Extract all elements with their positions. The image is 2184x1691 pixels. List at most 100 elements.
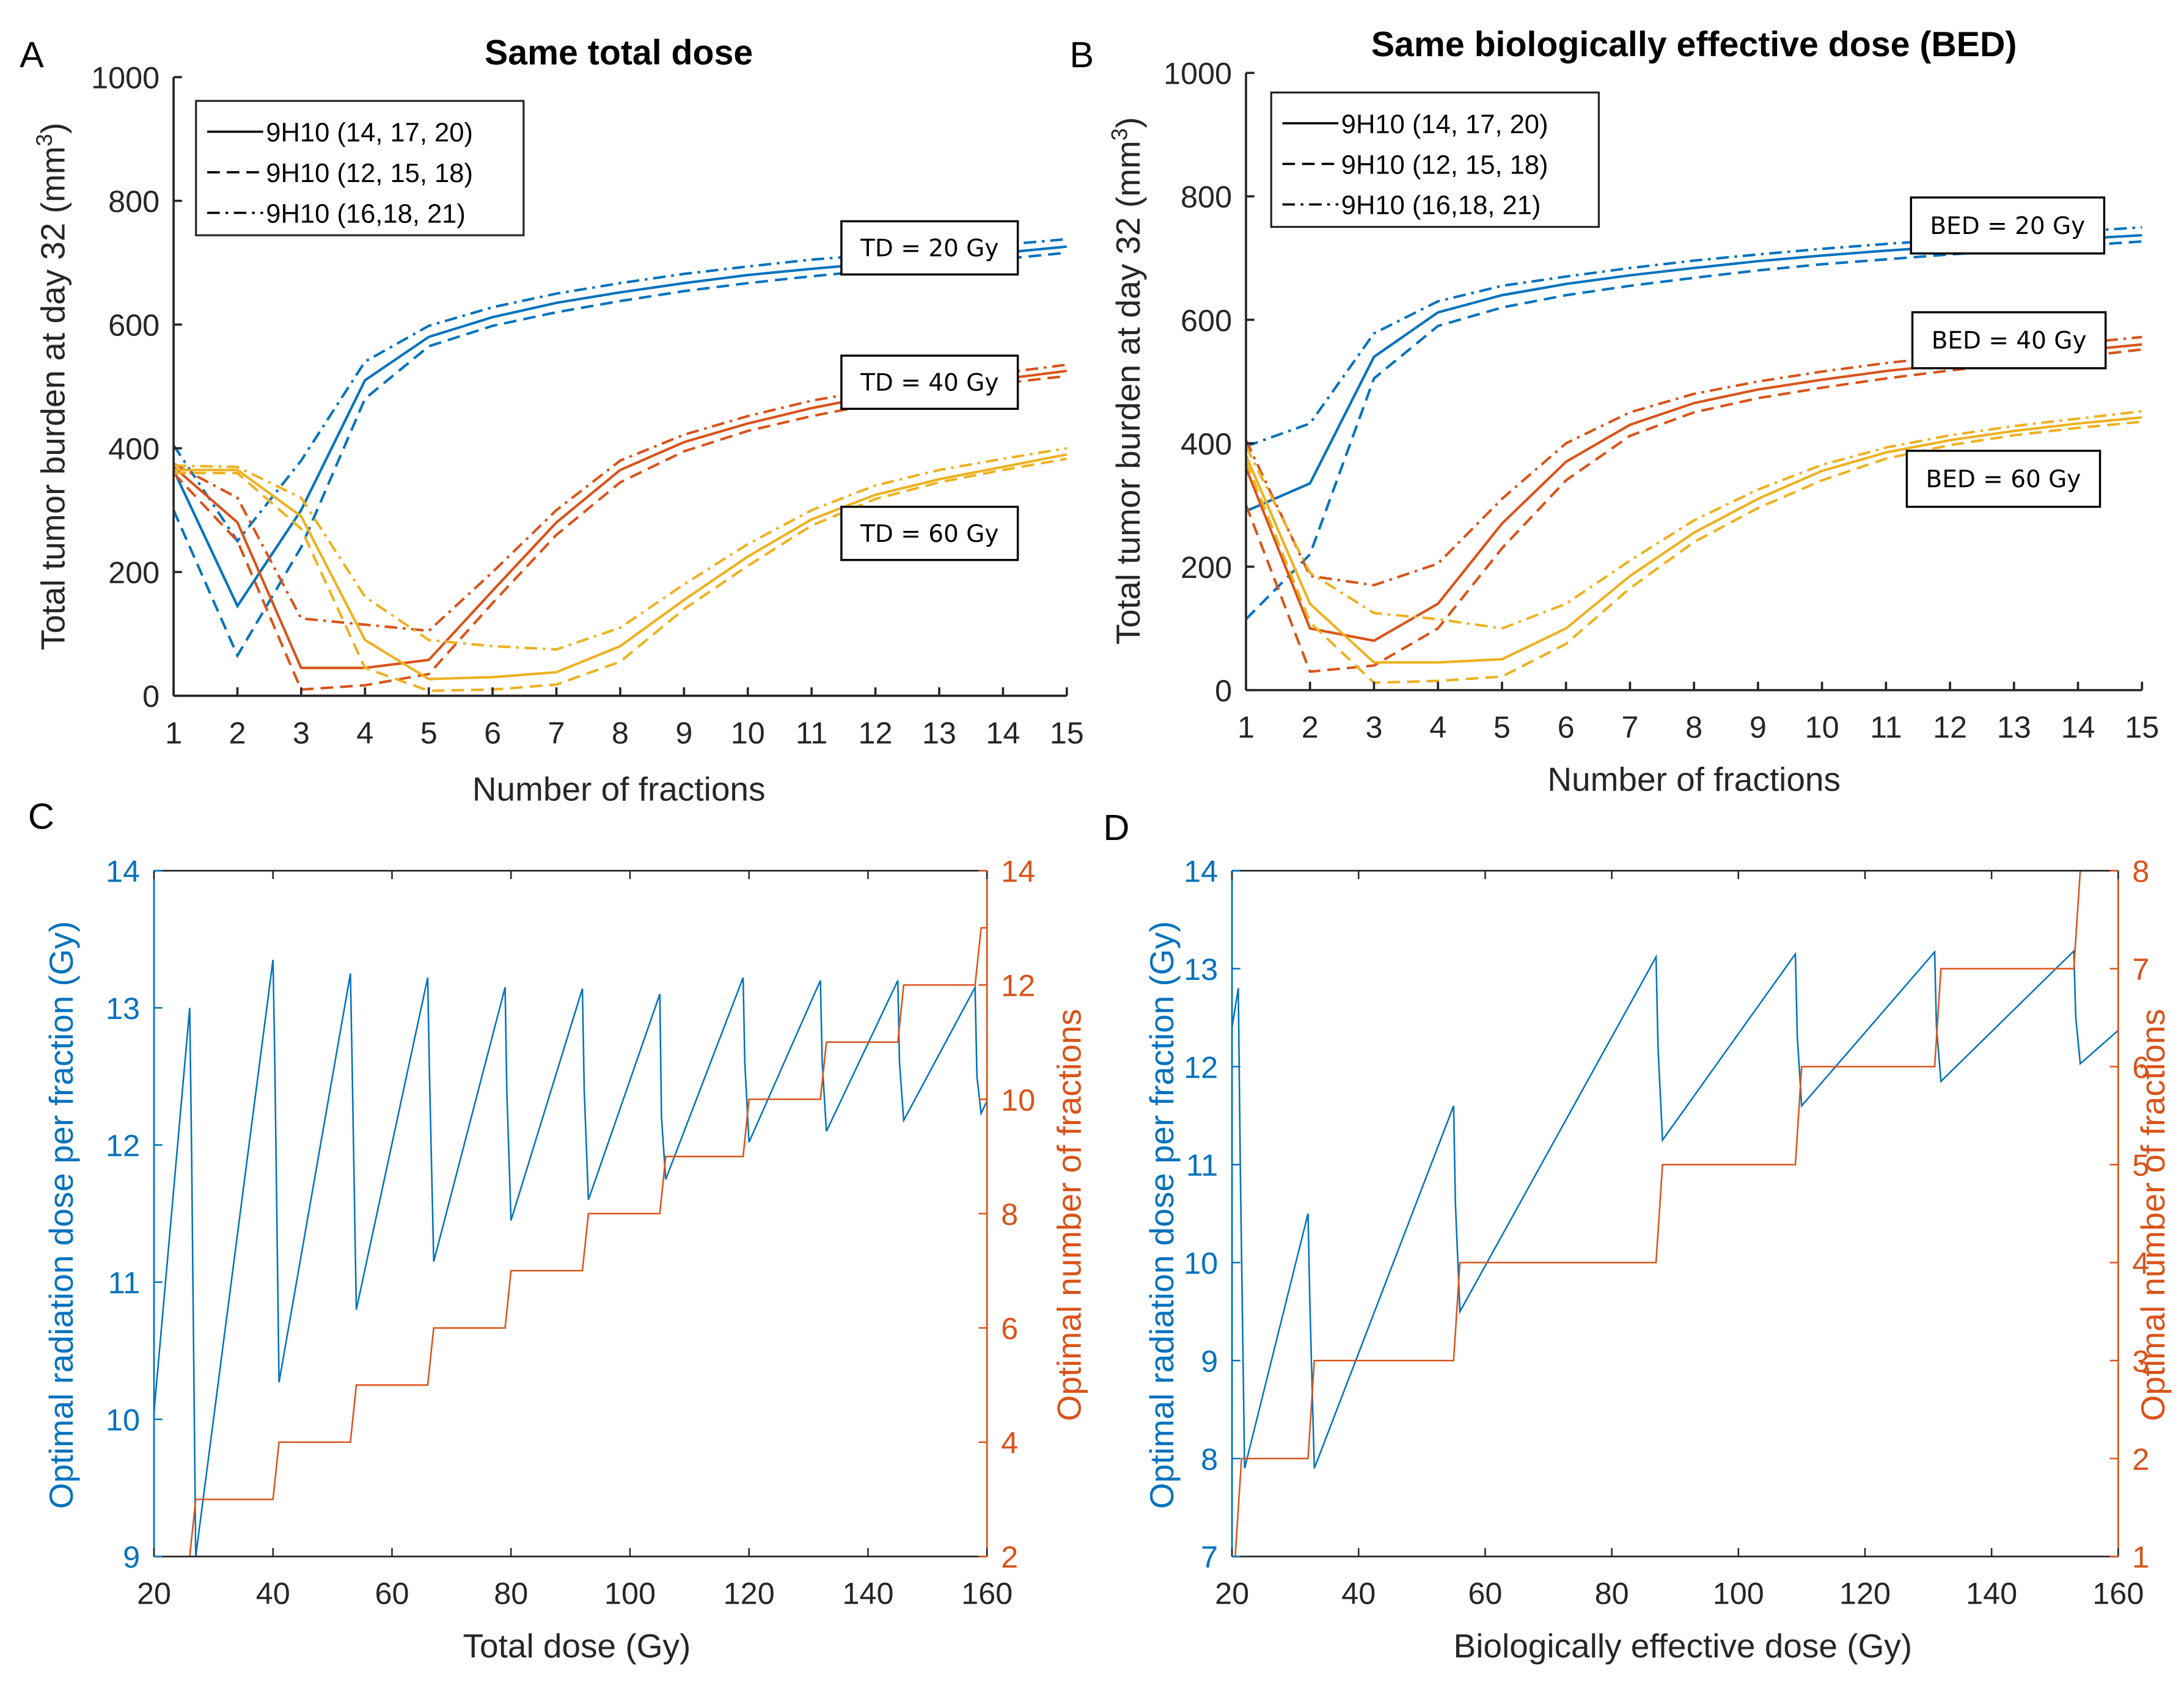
x-tick-label: 20	[137, 1576, 171, 1611]
panel-letter-c: C	[28, 796, 54, 837]
y-left-tick-label: 13	[1184, 952, 1218, 987]
y-tick-label: 400	[108, 431, 159, 466]
y-right-tick-label: 8	[1001, 1197, 1018, 1232]
series-line-yellow-dashed	[174, 457, 1068, 692]
x-tick-label: 100	[604, 1576, 656, 1611]
x-tick-label: 3	[293, 715, 310, 750]
panel-d-axes: 20 40 60 80 100 120 140 16078910111213141234567…	[1184, 854, 2149, 1611]
x-tick-label: 11	[1870, 710, 1902, 745]
x-tick-label: 13	[922, 715, 956, 750]
annotation-label: BED = 20 Gy	[1930, 213, 2085, 240]
x-tick-label: 12	[1933, 710, 1967, 745]
x-tick-label: 140	[842, 1576, 893, 1611]
x-tick-label: 160	[2092, 1576, 2144, 1611]
y-left-tick-label: 8	[1201, 1442, 1218, 1477]
annotation-label: TD = 20 Gy	[860, 235, 999, 262]
x-tick-label: 80	[494, 1576, 528, 1611]
legend-label: 9H10 (14, 17, 20)	[1341, 110, 1548, 139]
panel-b-annotations: BED = 20 Gy BED = 40 Gy BED = 60 Gy	[1905, 196, 2107, 508]
x-tick-label: 9	[675, 715, 692, 750]
x-tick-label: 14	[2061, 710, 2095, 745]
y-left-tick-label: 12	[1184, 1050, 1218, 1084]
x-tick-label: 15	[1050, 715, 1084, 750]
series-line-right-orange	[1232, 869, 2119, 1558]
panel-c-xlabel: Total dose (Gy)	[463, 1627, 691, 1665]
panel-a: A Same total dose 1 2 3 4 5 6 7 8 9 10 11 12 13 14 150…	[20, 34, 1084, 808]
x-tick-label: 11	[796, 715, 827, 750]
panel-a-legend: 9H10 (14, 17, 20) 9H10 (12, 15, 18) 9H10 (…	[195, 100, 525, 236]
series-line-right-orange	[154, 927, 988, 1558]
x-tick-label: 7	[1621, 710, 1638, 745]
legend-box	[195, 100, 525, 236]
x-tick-label: 40	[256, 1576, 290, 1611]
annotation-box	[1905, 450, 2102, 508]
annotation-label: BED = 60 Gy	[1926, 466, 2081, 493]
annotation-label: TD = 40 Gy	[860, 369, 999, 396]
x-tick-label: 100	[1713, 1576, 1764, 1611]
y-right-tick-label: 6	[2132, 1050, 2149, 1084]
y-right-tick-label: 4	[1001, 1425, 1018, 1460]
y-right-tick-label: 5	[2132, 1148, 2149, 1183]
y-tick-label: 600	[1181, 303, 1232, 338]
y-right-tick-label: 12	[1001, 968, 1035, 1003]
panel-b: B Same biologically effective dose (BED)…	[1069, 25, 2159, 798]
x-tick-label: 10	[731, 715, 765, 750]
panel-a-annotations: TD = 20 Gy TD = 40 Gy TD = 60 Gy	[840, 220, 1019, 561]
annotation-box	[1911, 311, 2107, 370]
x-tick-label: 1	[165, 715, 182, 750]
y-left-tick-label: 10	[1184, 1246, 1218, 1280]
x-tick-label: 10	[1805, 710, 1839, 745]
x-tick-label: 13	[1997, 710, 2031, 745]
panel-d-marks	[1231, 869, 2119, 1558]
panel-a-marks	[172, 238, 1068, 692]
x-tick-label: 2	[1302, 710, 1319, 745]
x-tick-label: 4	[356, 715, 373, 750]
panel-c-ylabel-right: Optimal number of fractions	[1050, 1009, 1088, 1421]
panel-d-xlabel: Biologically effective dose (Gy)	[1454, 1627, 1913, 1665]
legend-box	[1270, 91, 1600, 228]
y-left-tick-label: 10	[106, 1403, 140, 1437]
x-tick-label: 160	[961, 1576, 1013, 1611]
x-tick-label: 6	[1558, 710, 1575, 745]
x-tick-label: 120	[1839, 1576, 1891, 1611]
annotation-box	[840, 354, 1019, 410]
x-tick-label: 20	[1215, 1576, 1249, 1611]
series-line-yellow-solid	[1245, 416, 2142, 664]
annotation-label: TD = 60 Gy	[860, 520, 999, 548]
y-right-tick-label: 1	[2132, 1539, 2149, 1574]
legend-label: 9H10 (16,18, 21)	[1341, 191, 1541, 221]
y-left-tick-label: 13	[106, 991, 140, 1026]
x-tick-label: 3	[1365, 710, 1382, 745]
series-line-left-blue	[1231, 949, 2119, 1469]
series-line-orange-dashdot	[173, 363, 1068, 632]
series-line-blue-dashed	[172, 251, 1067, 659]
x-tick-label: 120	[724, 1576, 775, 1611]
x-tick-label: 15	[2125, 710, 2159, 745]
series-line-yellow-dashdot	[174, 447, 1068, 651]
panel-b-ylabel: Total tumor burden at day 32 (mm3)	[1107, 117, 1147, 645]
series-line-left-blue	[153, 960, 988, 1557]
x-tick-label: 1	[1237, 710, 1255, 745]
y-left-tick-label: 11	[108, 1265, 140, 1300]
x-tick-label: 2	[229, 715, 246, 750]
y-tick-label: 800	[1181, 180, 1232, 214]
panel-a-title: Same total dose	[485, 34, 753, 73]
annotation-box	[1910, 196, 2106, 255]
y-left-tick-label: 12	[106, 1128, 140, 1163]
series-line-yellow-solid	[174, 453, 1068, 681]
y-right-tick-label: 6	[1001, 1311, 1018, 1346]
x-tick-label: 9	[1750, 710, 1767, 745]
y-tick-label: 200	[1181, 550, 1232, 585]
y-tick-label: 0	[1215, 673, 1232, 708]
legend-label: 9H10 (12, 15, 18)	[266, 159, 473, 188]
panel-d: D 20 40 60 80 100 120 140 160789101112131412345…	[1103, 807, 2172, 1665]
y-tick-label: 200	[108, 555, 159, 590]
panel-d-ylabel-left: Optimal radiation dose per fraction (Gy)	[1143, 921, 1181, 1509]
y-right-tick-label: 7	[2132, 952, 2149, 987]
annotation-label: BED = 40 Gy	[1932, 327, 2087, 355]
y-right-tick-label: 2	[1001, 1539, 1018, 1574]
panel-c: C 20 40 60 80 100 120 140 160 9 10 11 12 13 14 2 4 6 8 10 1…	[28, 796, 1088, 1665]
x-tick-label: 5	[420, 715, 438, 750]
panel-d-ylabel-right: Optimal number of fractions	[2134, 1009, 2172, 1421]
